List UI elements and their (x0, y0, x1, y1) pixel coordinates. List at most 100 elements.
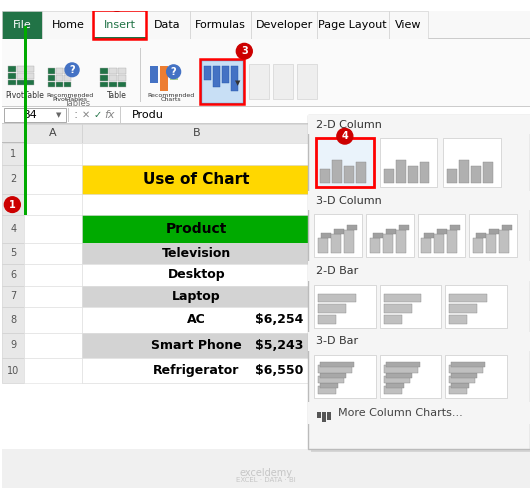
Bar (386, 373, 411, 378)
Bar (201, 60, 243, 103)
Bar (24, 164, 82, 194)
Bar (320, 384, 338, 388)
Bar (384, 294, 421, 303)
Text: Use of Chart: Use of Chart (143, 172, 250, 187)
Bar (82, 194, 311, 215)
Bar (449, 315, 467, 324)
Bar (447, 230, 457, 253)
Text: Tables: Tables (64, 99, 90, 107)
Bar (200, 59, 244, 104)
Text: 3: 3 (241, 46, 248, 56)
Bar (3, 264, 24, 286)
Circle shape (109, 0, 125, 11)
Bar (8, 66, 16, 72)
Bar (82, 164, 311, 194)
Bar (82, 307, 311, 333)
Bar (118, 81, 126, 87)
Text: Laptop: Laptop (172, 290, 221, 303)
Bar (82, 333, 311, 358)
Bar (68, 108, 69, 122)
Bar (425, 233, 435, 238)
Text: Charts: Charts (160, 97, 181, 102)
Bar (379, 138, 437, 187)
Bar (3, 11, 530, 39)
Bar (42, 11, 94, 39)
Bar (214, 66, 220, 87)
Bar (318, 238, 328, 253)
Bar (308, 191, 530, 210)
Bar (118, 75, 126, 81)
Bar (146, 11, 190, 39)
Bar (24, 333, 82, 358)
Bar (3, 123, 311, 449)
Bar (3, 333, 24, 358)
Bar (3, 307, 24, 333)
Bar (308, 332, 530, 351)
Bar (251, 11, 317, 39)
Bar (320, 169, 330, 183)
Bar (120, 107, 121, 122)
Bar (8, 80, 16, 85)
Text: Formulas: Formulas (195, 20, 246, 30)
Text: 8: 8 (10, 315, 16, 325)
Circle shape (337, 128, 353, 144)
Bar (383, 234, 393, 253)
Bar (48, 81, 55, 87)
Bar (386, 229, 395, 234)
Bar (24, 307, 82, 333)
Text: Recommended: Recommended (47, 93, 94, 98)
Bar (314, 285, 376, 328)
Bar (311, 118, 530, 452)
Bar (24, 264, 82, 286)
Bar (297, 64, 317, 99)
Bar (24, 143, 82, 164)
Bar (384, 376, 410, 384)
Bar (4, 108, 66, 122)
Bar (82, 215, 311, 243)
Bar (445, 355, 507, 398)
Bar (82, 333, 311, 358)
Bar (499, 230, 509, 253)
Text: Smart Phone: Smart Phone (151, 339, 242, 352)
Text: $6,550: $6,550 (254, 364, 303, 377)
Text: Television: Television (162, 247, 231, 260)
Bar (3, 143, 24, 164)
Bar (318, 365, 352, 373)
Text: View: View (395, 20, 422, 30)
Bar (449, 294, 487, 303)
Bar (370, 238, 379, 253)
Text: ?: ? (171, 67, 176, 77)
Bar (321, 233, 331, 238)
Bar (149, 66, 158, 83)
Text: File: File (13, 20, 32, 30)
Bar (408, 165, 418, 183)
Text: B4: B4 (23, 110, 38, 120)
Bar (82, 215, 311, 243)
Bar (452, 384, 469, 388)
Bar (489, 229, 499, 234)
Bar (46, 60, 94, 103)
Bar (3, 106, 530, 123)
Bar (24, 123, 82, 143)
Bar (344, 230, 354, 253)
Text: 10: 10 (7, 366, 20, 376)
Bar (17, 80, 25, 85)
Bar (140, 48, 141, 102)
Text: 1: 1 (10, 149, 16, 159)
Circle shape (65, 63, 79, 77)
Bar (56, 81, 63, 87)
Bar (26, 73, 34, 79)
Bar (421, 238, 431, 253)
Text: 2: 2 (10, 174, 16, 184)
Text: fx: fx (104, 110, 115, 120)
Bar (435, 234, 444, 253)
Text: 7: 7 (10, 291, 16, 302)
Bar (3, 39, 530, 107)
Text: Product: Product (166, 222, 227, 236)
Bar (3, 243, 24, 264)
Bar (170, 66, 178, 80)
Bar (82, 243, 311, 264)
Bar (26, 66, 34, 72)
Bar (331, 234, 341, 253)
Bar (384, 169, 394, 183)
